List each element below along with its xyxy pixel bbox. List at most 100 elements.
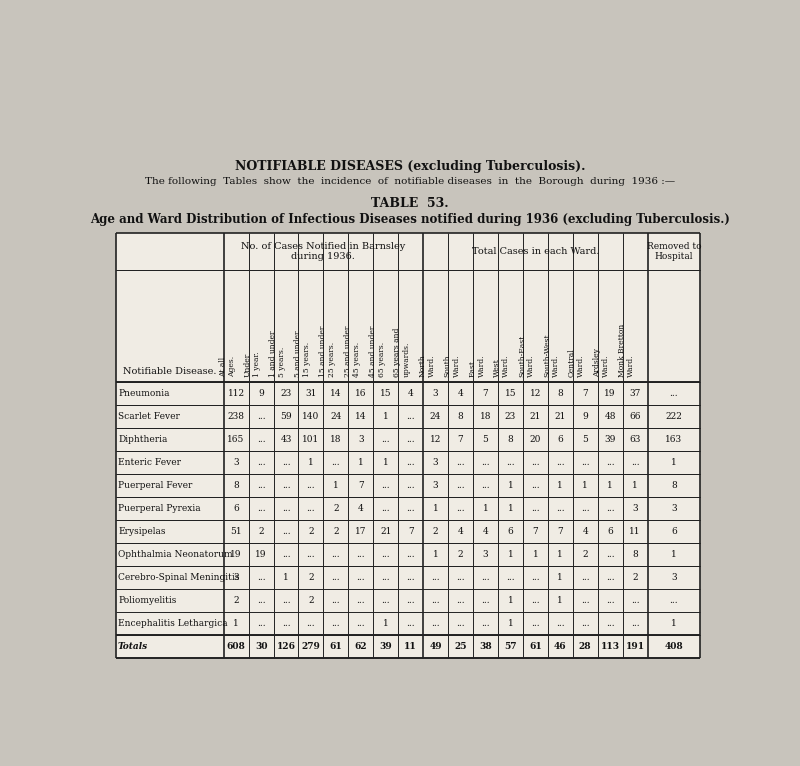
- Text: 3: 3: [234, 458, 239, 467]
- Text: ...: ...: [670, 389, 678, 398]
- Text: 17: 17: [355, 527, 366, 536]
- Text: ...: ...: [331, 596, 340, 605]
- Text: 140: 140: [302, 412, 319, 421]
- Text: Erysipelas: Erysipelas: [118, 527, 166, 536]
- Text: 49: 49: [430, 642, 442, 651]
- Text: Puerperal Pyrexia: Puerperal Pyrexia: [118, 504, 201, 513]
- Text: 6: 6: [607, 527, 613, 536]
- Text: ...: ...: [456, 458, 465, 467]
- Text: 16: 16: [355, 389, 366, 398]
- Text: 101: 101: [302, 435, 319, 444]
- Text: 6: 6: [671, 527, 677, 536]
- Text: 9: 9: [582, 412, 588, 421]
- Text: 45 and under
65 years.: 45 and under 65 years.: [369, 326, 386, 378]
- Bar: [115, 234, 700, 658]
- Text: No. of Cases Notified in Barnsley
during 1936.: No. of Cases Notified in Barnsley during…: [242, 242, 406, 261]
- Text: 38: 38: [479, 642, 492, 651]
- Text: 20: 20: [530, 435, 541, 444]
- Text: ...: ...: [257, 481, 266, 490]
- Text: Removed to
Hospital: Removed to Hospital: [646, 242, 701, 261]
- Text: ...: ...: [357, 550, 365, 559]
- Text: ...: ...: [556, 504, 565, 513]
- Text: 11: 11: [630, 527, 641, 536]
- Text: Under
1 year.: Under 1 year.: [244, 352, 261, 378]
- Text: Monk Bretton
Ward.: Monk Bretton Ward.: [618, 324, 635, 378]
- Text: 113: 113: [601, 642, 620, 651]
- Text: 25: 25: [454, 642, 466, 651]
- Text: ...: ...: [431, 596, 440, 605]
- Text: ...: ...: [306, 550, 315, 559]
- Text: 2: 2: [308, 596, 314, 605]
- Text: 61: 61: [330, 642, 342, 651]
- Text: 1: 1: [558, 596, 563, 605]
- Text: 165: 165: [227, 435, 245, 444]
- Text: 63: 63: [630, 435, 641, 444]
- Text: 1: 1: [358, 458, 364, 467]
- Text: 1: 1: [308, 458, 314, 467]
- Text: 19: 19: [255, 550, 267, 559]
- Text: ...: ...: [531, 573, 540, 582]
- Text: 24: 24: [330, 412, 342, 421]
- Text: 30: 30: [255, 642, 267, 651]
- Text: 19: 19: [604, 389, 616, 398]
- Text: Central
Ward.: Central Ward.: [568, 349, 586, 378]
- Text: 1: 1: [558, 573, 563, 582]
- Text: 19: 19: [230, 550, 242, 559]
- Text: 112: 112: [227, 389, 245, 398]
- Text: ...: ...: [406, 573, 415, 582]
- Text: 1: 1: [234, 619, 239, 628]
- Text: 12: 12: [530, 389, 541, 398]
- Text: North
Ward.: North Ward.: [418, 355, 436, 378]
- Text: 8: 8: [458, 412, 463, 421]
- Text: 1: 1: [558, 481, 563, 490]
- Text: Encephalitis Lethargica: Encephalitis Lethargica: [118, 619, 228, 628]
- Text: 18: 18: [480, 412, 491, 421]
- Text: 1: 1: [671, 550, 677, 559]
- Text: ...: ...: [531, 504, 540, 513]
- Text: ...: ...: [406, 596, 415, 605]
- Text: ...: ...: [257, 596, 266, 605]
- Text: ...: ...: [282, 550, 290, 559]
- Text: 608: 608: [226, 642, 246, 651]
- Text: ...: ...: [506, 573, 514, 582]
- Text: 23: 23: [280, 389, 292, 398]
- Text: ...: ...: [406, 619, 415, 628]
- Text: South-East
Ward.: South-East Ward.: [518, 336, 535, 378]
- Text: 57: 57: [504, 642, 517, 651]
- Text: ...: ...: [382, 550, 390, 559]
- Text: ...: ...: [581, 573, 590, 582]
- Text: ...: ...: [531, 619, 540, 628]
- Text: ...: ...: [606, 596, 614, 605]
- Text: Notifiable Disease.: Notifiable Disease.: [123, 367, 216, 376]
- Text: 1: 1: [607, 481, 613, 490]
- Text: ...: ...: [431, 573, 440, 582]
- Text: 222: 222: [666, 412, 682, 421]
- Text: ...: ...: [382, 481, 390, 490]
- Text: ...: ...: [257, 619, 266, 628]
- Text: ...: ...: [282, 527, 290, 536]
- Text: 7: 7: [408, 527, 414, 536]
- Text: ...: ...: [282, 619, 290, 628]
- Text: ...: ...: [282, 458, 290, 467]
- Text: 7: 7: [558, 527, 563, 536]
- Text: 1: 1: [333, 481, 338, 490]
- Text: ...: ...: [556, 619, 565, 628]
- Text: ...: ...: [581, 458, 590, 467]
- Text: ...: ...: [670, 596, 678, 605]
- Text: ...: ...: [581, 596, 590, 605]
- Text: 6: 6: [234, 504, 239, 513]
- Text: NOTIFIABLE DISEASES (excluding Tuberculosis).: NOTIFIABLE DISEASES (excluding Tuberculo…: [234, 160, 586, 173]
- Text: 1: 1: [507, 504, 514, 513]
- Text: ...: ...: [531, 481, 540, 490]
- Text: Total Cases in each Ward.: Total Cases in each Ward.: [471, 247, 599, 256]
- Text: 18: 18: [330, 435, 342, 444]
- Text: 9: 9: [258, 389, 264, 398]
- Text: Enteric Fever: Enteric Fever: [118, 458, 181, 467]
- Text: Totals: Totals: [118, 642, 148, 651]
- Text: ...: ...: [357, 619, 365, 628]
- Text: 4: 4: [458, 389, 463, 398]
- Text: 3: 3: [671, 573, 677, 582]
- Text: 1: 1: [507, 596, 514, 605]
- Text: 21: 21: [380, 527, 391, 536]
- Text: 7: 7: [582, 389, 588, 398]
